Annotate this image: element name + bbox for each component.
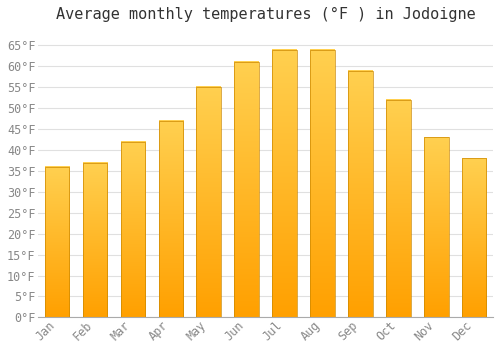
- Bar: [158, 121, 183, 317]
- Bar: [424, 138, 448, 317]
- Bar: [310, 50, 335, 317]
- Bar: [196, 87, 221, 317]
- Bar: [462, 158, 486, 317]
- Bar: [234, 62, 259, 317]
- Bar: [120, 142, 146, 317]
- Bar: [386, 100, 410, 317]
- Bar: [348, 70, 372, 317]
- Bar: [272, 50, 297, 317]
- Bar: [45, 167, 70, 317]
- Title: Average monthly temperatures (°F ) in Jodoigne: Average monthly temperatures (°F ) in Jo…: [56, 7, 476, 22]
- Bar: [83, 162, 108, 317]
